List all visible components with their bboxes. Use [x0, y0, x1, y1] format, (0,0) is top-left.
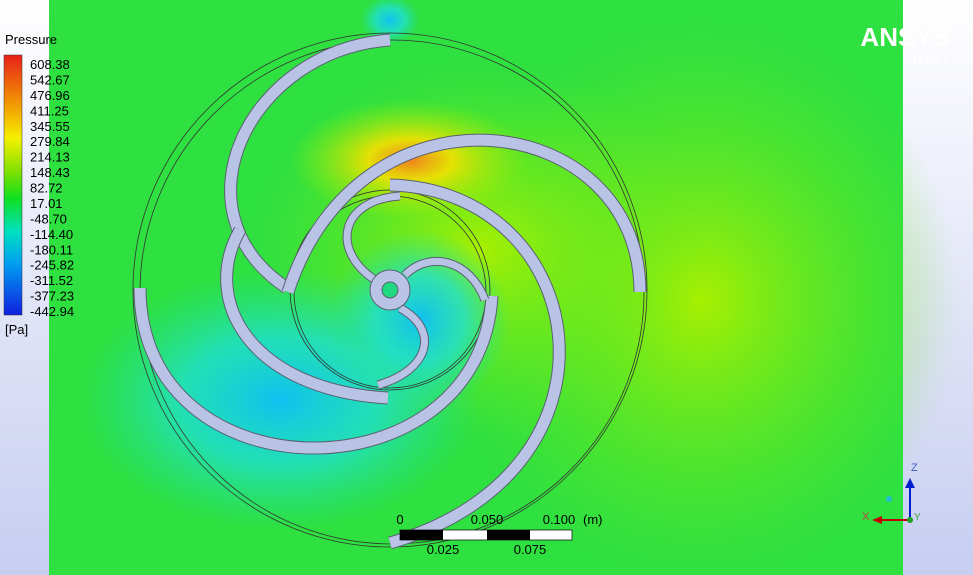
logo-version: R18.1: [913, 50, 951, 66]
legend-label: 279.84: [30, 134, 70, 149]
legend-label: -48.70: [30, 211, 67, 226]
legend-label: 214.13: [30, 150, 70, 165]
legend-label: -442.94: [30, 304, 74, 319]
legend-label: -245.82: [30, 258, 74, 273]
axis-triad: Z X Y: [862, 462, 921, 524]
legend-unit: [Pa]: [5, 322, 28, 337]
legend-title: Pressure: [5, 32, 57, 47]
legend-label: 82.72: [30, 181, 63, 196]
legend-labels: 608.38542.67476.96411.25345.55279.84214.…: [30, 57, 74, 319]
contour-field: [49, 0, 960, 575]
legend-label: -311.52: [30, 273, 73, 288]
legend-label: -114.40: [30, 227, 73, 242]
scale-label: 0.025: [427, 542, 460, 557]
triad-z: Z: [911, 462, 918, 474]
pump-geometry: [132, 32, 648, 550]
triad-x: X: [862, 511, 870, 523]
scale-unit: (m): [583, 512, 603, 527]
legend-label: -377.23: [30, 289, 74, 304]
scale-label: 0.100: [543, 512, 576, 527]
scale-label: 0: [396, 512, 403, 527]
scale-label: 0.075: [514, 542, 547, 557]
legend-label: 411.25: [30, 103, 69, 118]
color-bar: [3, 54, 23, 316]
logo-brand: ANSYS: [860, 22, 950, 52]
legend-label: 608.38: [30, 57, 70, 72]
legend-label: 148.43: [30, 165, 70, 180]
scale-label: 0.050: [471, 512, 504, 527]
legend-label: 476.96: [30, 88, 70, 103]
legend-label: 17.01: [30, 196, 63, 211]
legend-label: -180.11: [30, 242, 73, 257]
scale-bar: 0 0.050 0.100 (m) 0.025 0.075: [396, 512, 602, 557]
legend-label: 345.55: [30, 119, 70, 134]
triad-y: Y: [914, 512, 921, 523]
legend-label: 542.67: [30, 72, 70, 87]
